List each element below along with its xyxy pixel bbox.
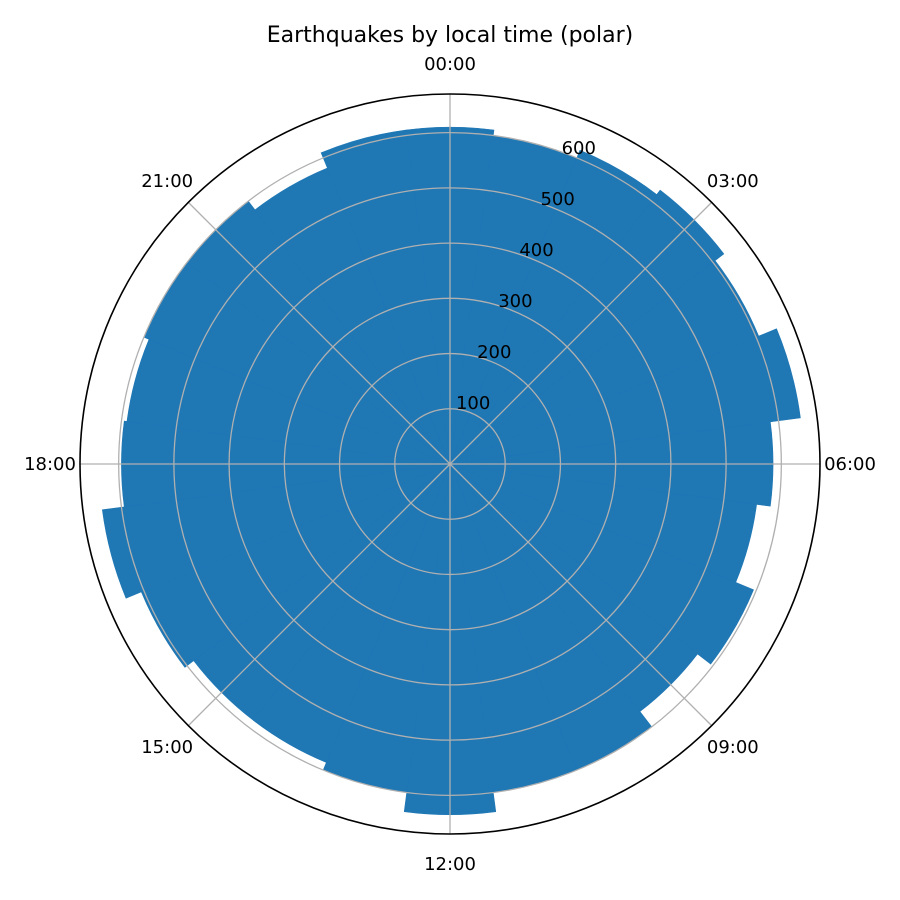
bar-0500: [449, 328, 801, 465]
theta-tick-label: 18:00: [24, 454, 76, 475]
theta-tick-label: 15:00: [141, 737, 193, 758]
theta-tick-label: 09:00: [707, 737, 759, 758]
grid-layer: [80, 94, 820, 834]
bars-layer: [101, 126, 801, 815]
angular-gridline: [187, 463, 451, 727]
angular-tick-labels: 00:00 03:00 06:00 09:00 12:00 15:00 18:00 21:00: [24, 54, 876, 875]
theta-tick-label: 03:00: [707, 171, 759, 192]
bar-2300: [320, 129, 451, 465]
angular-gridline: [187, 201, 451, 465]
polar-spine: [79, 93, 821, 835]
r-tick-label: 200: [477, 342, 511, 363]
chart-title: Earthquakes by local time (polar): [267, 23, 634, 48]
bar-1700: [101, 463, 451, 599]
theta-tick-label: 21:00: [141, 171, 193, 192]
r-tick-label: 600: [562, 138, 596, 159]
angular-gridline: [449, 201, 713, 465]
angular-gridline: [449, 463, 713, 727]
bar-0800: [449, 463, 754, 665]
theta-tick-label: 12:00: [424, 854, 476, 875]
r-tick-label: 300: [498, 291, 532, 312]
r-tick-label: 100: [456, 393, 490, 414]
theta-tick-label: 06:00: [824, 454, 876, 475]
r-tick-label: 500: [540, 189, 574, 210]
theta-tick-label: 00:00: [424, 54, 476, 75]
r-tick-label: 400: [519, 240, 553, 261]
radial-tick-labels: 100 200 300 400 500 600: [456, 138, 596, 414]
